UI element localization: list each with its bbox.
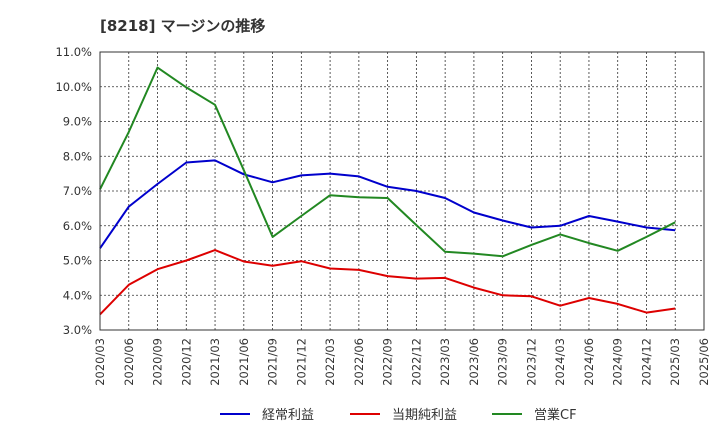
legend: 経常利益 当期純利益 営業CF — [220, 407, 577, 423]
x-tick-label: 2023/09 — [496, 338, 510, 386]
plot-frame — [99, 51, 705, 331]
x-tick-label: 2023/12 — [524, 338, 538, 386]
x-tick-label: 2022/09 — [381, 338, 395, 386]
x-tick-label: 2024/12 — [639, 338, 653, 386]
series-line — [99, 249, 676, 316]
x-tick-label: 2020/09 — [151, 338, 165, 386]
y-axis: 3.0% 4.0% 5.0% 6.0% 7.0% 8.0% 9.0% 10.0% 11.0% — [55, 45, 92, 337]
x-tick-label: 2020/06 — [122, 338, 136, 386]
x-tick-label: 2020/12 — [179, 338, 193, 386]
y-tick-label: 5.0% — [63, 254, 92, 268]
series-line — [99, 159, 676, 249]
y-tick-label: 4.0% — [63, 288, 92, 302]
x-tick-label: 2021/03 — [208, 338, 222, 386]
chart-title: [8218] マージンの推移 — [100, 17, 265, 35]
x-axis: 2020/03 2020/06 2020/09 2020/12 2021/03 2021/… — [93, 338, 711, 386]
x-tick-label: 2021/09 — [266, 338, 280, 386]
series-line — [99, 66, 676, 258]
x-tick-label: 2025/03 — [668, 338, 682, 386]
x-tick-label: 2020/03 — [93, 338, 107, 386]
legend-label: 当期純利益 — [392, 408, 457, 423]
x-tick-label: 2021/12 — [294, 338, 308, 386]
y-tick-label: 10.0% — [55, 80, 92, 94]
x-tick-label: 2023/03 — [438, 338, 452, 386]
grid-lines — [100, 51, 704, 331]
x-tick-label: 2025/06 — [697, 338, 711, 386]
x-tick-label: 2022/06 — [352, 338, 366, 386]
y-tick-label: 7.0% — [63, 184, 92, 198]
x-tick-label: 2023/06 — [467, 338, 481, 386]
x-tick-label: 2021/06 — [237, 338, 251, 386]
x-tick-label: 2024/06 — [582, 338, 596, 386]
x-tick-label: 2024/03 — [553, 338, 567, 386]
x-tick-label: 2022/12 — [409, 338, 423, 386]
y-tick-label: 9.0% — [63, 115, 92, 129]
legend-label: 経常利益 — [262, 408, 314, 423]
x-tick-label: 2024/09 — [611, 338, 625, 386]
y-tick-label: 3.0% — [63, 323, 92, 337]
y-tick-label: 11.0% — [55, 45, 92, 59]
legend-label: 営業CF — [534, 407, 577, 423]
x-tick-label: 2022/03 — [323, 338, 337, 386]
y-tick-label: 6.0% — [63, 219, 92, 233]
series-lines — [99, 66, 676, 316]
y-tick-label: 8.0% — [63, 149, 92, 163]
